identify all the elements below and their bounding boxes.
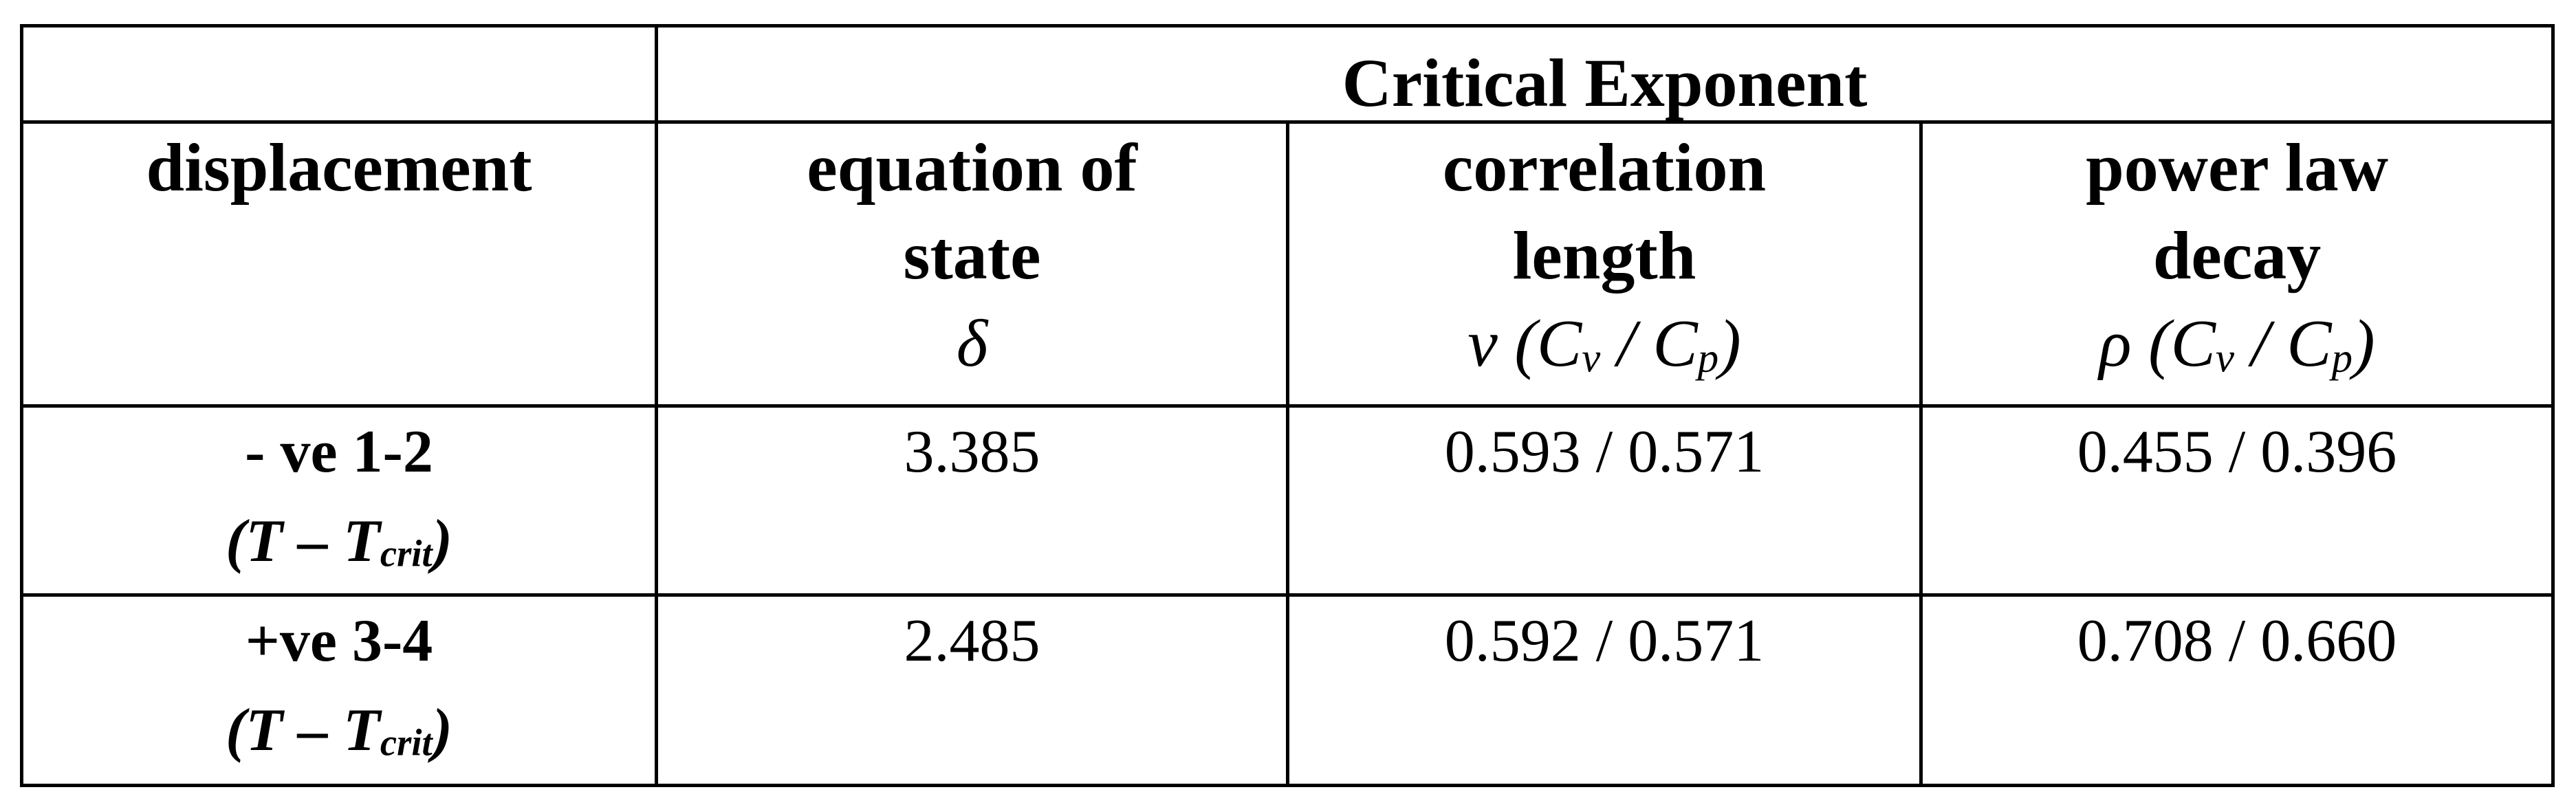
correlation-length-header-cell: correlation length ν (Cv / Cp) [1286, 120, 1923, 408]
corr-header-line1: correlation [1442, 129, 1767, 206]
critical-exponent-title: Critical Exponent [1342, 45, 1868, 121]
table-row-negative-displacement: - ve 1-2 (T – Tcrit) 3.385 0.593 / 0.571… [20, 404, 2555, 597]
equation-of-state-header-cell: equation of state δ [655, 120, 1289, 408]
power-header-line1: power law [2086, 129, 2388, 206]
row2-eos-value: 2.485 [904, 608, 1040, 674]
critical-exponent-header-cell: Critical Exponent [654, 24, 2555, 124]
corr-header-line2: length [1512, 217, 1696, 294]
row1-corr-value: 0.593 / 0.571 [1444, 419, 1765, 485]
table-row-column-headers: displacement equation of state δ correla… [20, 120, 2555, 408]
row2-label-line1: +ve 3-4 [245, 608, 433, 674]
row2-power-value-cell: 0.708 / 0.660 [1919, 593, 2555, 787]
power-law-decay-header-cell: power law decay ρ (Cv / Cp) [1919, 120, 2555, 408]
row2-corr-value: 0.592 / 0.571 [1444, 608, 1765, 674]
critical-exponent-table: Critical Exponent displacement equation … [20, 24, 2555, 787]
row1-eos-value: 3.385 [904, 419, 1040, 485]
row2-corr-value-cell: 0.592 / 0.571 [1286, 593, 1923, 787]
row1-label-line1: - ve 1-2 [245, 419, 433, 485]
eos-header-line2: state [903, 217, 1041, 294]
empty-corner-cell [20, 24, 658, 124]
row1-label-cell: - ve 1-2 (T – Tcrit) [20, 404, 658, 597]
row2-t-minus-tcrit: (T – Tcrit) [226, 697, 452, 764]
row1-t-minus-tcrit: (T – Tcrit) [226, 508, 452, 575]
delta-symbol: δ [956, 307, 988, 381]
rho-cv-cp-symbol: ρ (Cv / Cp) [2099, 307, 2375, 382]
eos-header-line1: equation of [807, 129, 1137, 206]
table-row-positive-displacement: +ve 3-4 (T – Tcrit) 2.485 0.592 / 0.571 … [20, 593, 2555, 787]
nu-cv-cp-symbol: ν (Cv / Cp) [1467, 307, 1741, 382]
row2-label-cell: +ve 3-4 (T – Tcrit) [20, 593, 658, 787]
row1-power-value-cell: 0.455 / 0.396 [1919, 404, 2555, 597]
row1-eos-value-cell: 3.385 [655, 404, 1289, 597]
row2-eos-value-cell: 2.485 [655, 593, 1289, 787]
table-row-span-header: Critical Exponent [20, 24, 2555, 124]
displacement-header-label: displacement [146, 129, 532, 206]
row1-power-value: 0.455 / 0.396 [2077, 419, 2397, 485]
row2-power-value: 0.708 / 0.660 [2077, 608, 2397, 674]
row1-corr-value-cell: 0.593 / 0.571 [1286, 404, 1923, 597]
power-header-line2: decay [2152, 217, 2322, 294]
displacement-header-cell: displacement [20, 120, 658, 408]
